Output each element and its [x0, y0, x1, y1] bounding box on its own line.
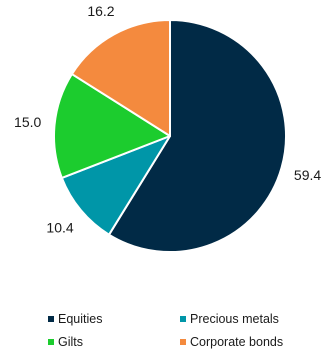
legend-label-equities: Equities	[58, 312, 102, 326]
legend-swatch-equities	[48, 316, 54, 322]
legend-swatch-corporate-bonds	[180, 339, 186, 345]
legend-swatch-gilts	[48, 339, 54, 345]
legend-label-precious-metals: Precious metals	[190, 312, 279, 326]
pie-slice-precious-metals	[60, 135, 171, 236]
legend-item-gilts: Gilts	[48, 335, 83, 349]
legend-item-equities: Equities	[48, 312, 102, 326]
pie-slice-equities	[108, 19, 287, 253]
legend-label-corporate-bonds: Corporate bonds	[190, 335, 283, 349]
value-label-gilts: 15.0	[14, 114, 41, 130]
value-label-precious-metals: 10.4	[46, 219, 73, 235]
legend-swatch-precious-metals	[180, 316, 186, 322]
legend-label-gilts: Gilts	[58, 335, 83, 349]
legend-item-corporate-bonds: Corporate bonds	[180, 335, 283, 349]
pie-slices	[53, 19, 287, 253]
pie-slice-corporate-bonds	[70, 19, 171, 137]
value-label-corporate-bonds: 16.2	[87, 3, 114, 19]
legend: Equities Precious metals Gilts Corporate bo…	[48, 312, 283, 349]
pie-value-labels: 59.4 10.4 15.0 16.2	[14, 3, 321, 236]
pie-slice-gilts	[53, 73, 171, 179]
legend-item-precious-metals: Precious metals	[180, 312, 279, 326]
value-label-equities: 59.4	[294, 167, 321, 183]
